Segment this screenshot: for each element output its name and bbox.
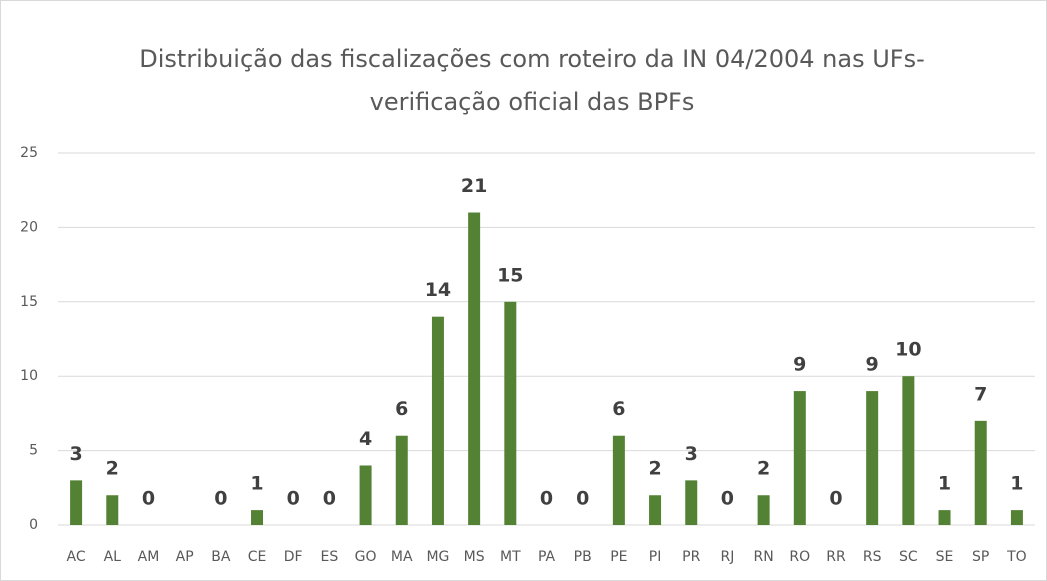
x-tick-label: RJ [720, 549, 734, 565]
bar [431, 316, 444, 525]
data-label: 6 [395, 398, 408, 420]
x-tick-label: TO [1006, 549, 1027, 565]
bar [612, 435, 625, 525]
x-tick-label: PA [538, 549, 556, 565]
x-tick-label: GO [355, 549, 377, 565]
y-tick-label: 10 [20, 368, 38, 384]
bar [902, 376, 915, 525]
bar [866, 391, 879, 525]
x-tick-label: AC [67, 549, 86, 565]
x-tick-label: DF [284, 549, 303, 565]
x-tick-label: PR [682, 549, 700, 565]
data-label: 0 [721, 488, 734, 510]
x-tick-label: AP [176, 549, 194, 565]
x-tick-label: AL [104, 549, 122, 565]
data-label: 14 [425, 279, 451, 301]
x-tick-label: PI [649, 549, 662, 565]
data-label: 2 [757, 458, 770, 480]
data-label: 7 [974, 383, 987, 405]
data-label: 0 [142, 488, 155, 510]
data-label: 3 [685, 443, 698, 465]
chart-title: Distribuição das fiscalizações com rotei… [139, 45, 925, 73]
x-tick-label: MT [500, 549, 521, 565]
x-tick-label: ES [321, 549, 339, 565]
x-tick-label: CE [248, 549, 267, 565]
bar [757, 495, 770, 525]
y-tick-label: 20 [20, 219, 38, 235]
data-label: 6 [612, 398, 625, 420]
data-label: 0 [323, 488, 336, 510]
x-tick-label: MA [391, 549, 413, 565]
data-label: 4 [359, 428, 372, 450]
data-label: 3 [69, 443, 82, 465]
data-label: 0 [214, 488, 227, 510]
x-tick-label: RR [826, 549, 846, 565]
bar [359, 465, 372, 525]
data-label: 1 [250, 473, 263, 495]
bar [793, 391, 806, 525]
y-tick-label: 5 [29, 443, 38, 459]
bar [468, 212, 481, 525]
bar [106, 495, 119, 525]
data-label: 0 [540, 488, 553, 510]
data-label: 2 [648, 458, 661, 480]
data-label: 15 [497, 264, 523, 286]
data-label: 10 [895, 339, 921, 361]
bar [938, 510, 951, 525]
x-tick-label: SE [936, 549, 954, 565]
y-tick-label: 15 [20, 294, 38, 310]
x-tick-label: RS [863, 549, 882, 565]
bar [685, 480, 698, 525]
data-label: 9 [866, 354, 879, 376]
x-tick-label: RO [789, 549, 810, 565]
x-tick-label: SC [899, 549, 918, 565]
x-tick-label: PB [574, 549, 592, 565]
x-tick-label: AM [138, 549, 160, 565]
bar [1010, 510, 1023, 525]
bar [504, 301, 517, 525]
x-tick-label: MS [464, 549, 485, 565]
x-tick-label: MG [426, 549, 449, 565]
x-tick-label: BA [211, 549, 231, 565]
bar [395, 435, 408, 525]
y-tick-label: 25 [20, 145, 38, 161]
data-label: 1 [1010, 473, 1023, 495]
bar [974, 420, 987, 525]
data-label: 2 [106, 458, 119, 480]
bar [70, 480, 83, 525]
data-label: 0 [576, 488, 589, 510]
bar [251, 510, 264, 525]
x-tick-label: RN [754, 549, 774, 565]
data-label: 0 [829, 488, 842, 510]
data-label: 1 [938, 473, 951, 495]
chart-title: verificação oficial das BPFs [370, 88, 695, 116]
data-label: 0 [287, 488, 300, 510]
data-label: 9 [793, 354, 806, 376]
x-tick-label: SP [972, 549, 989, 565]
y-tick-label: 0 [29, 517, 38, 533]
data-label: 21 [461, 175, 487, 197]
bar [649, 495, 662, 525]
x-tick-label: PE [610, 549, 627, 565]
